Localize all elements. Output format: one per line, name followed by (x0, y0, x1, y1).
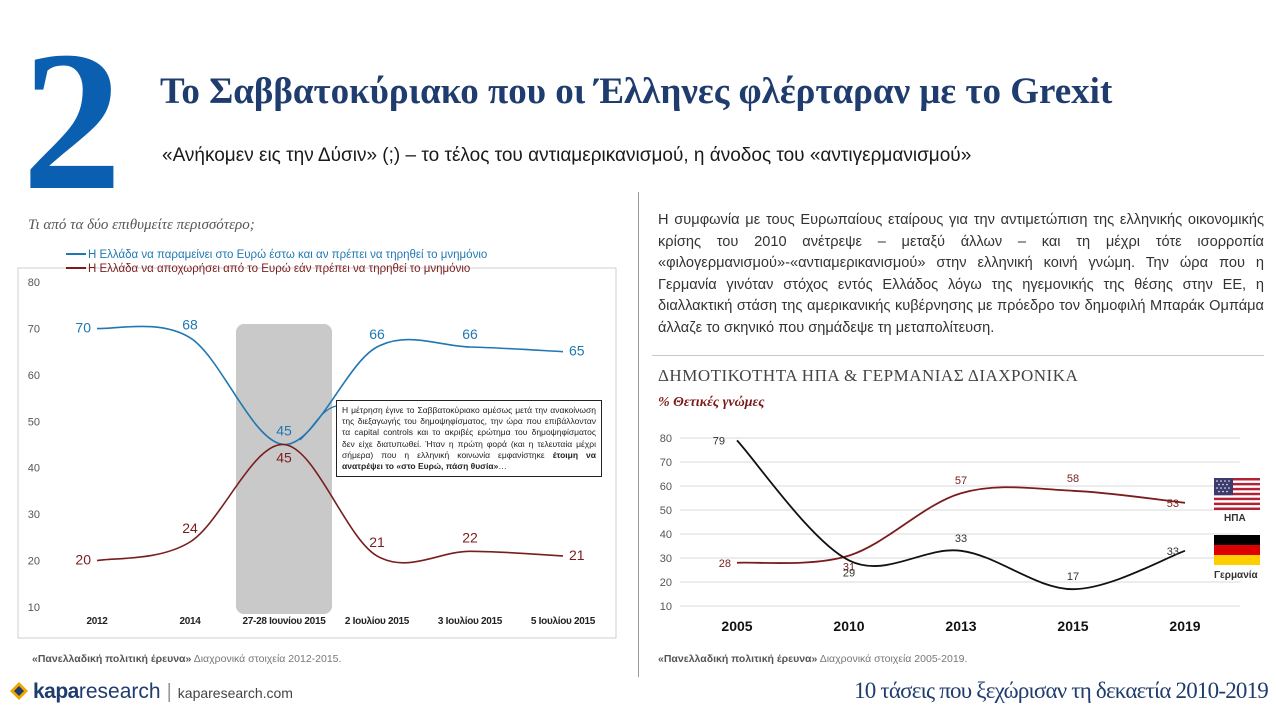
data-label: 33 (1167, 546, 1179, 558)
y-tick-label: 60 (28, 370, 40, 382)
data-label: 65 (569, 343, 585, 359)
x-tick-label: 5 Ιουλίου 2015 (531, 616, 596, 627)
right-chart-title: ΔΗΜΟΤΙΚΟΤΗΤΑ ΗΠΑ & ΓΕΡΜΑΝΙΑΣ ΔΙΑΧΡΟΝΙΚΑ (658, 366, 1079, 385)
data-label: 28 (719, 558, 731, 570)
chart-frame (17, 267, 617, 639)
x-tick-label: 2019 (1169, 618, 1200, 634)
series-line (736, 439, 1186, 591)
data-label: 45 (276, 450, 292, 466)
y-tick-label: 70 (28, 323, 40, 335)
left-line-chart: 10 20 30 40 50 60 70 80 2012 2014 27-28 Ιουνίου 20… (17, 249, 617, 639)
logo-separator: | (166, 681, 172, 703)
section-number: 2 (22, 11, 122, 232)
x-tick-label: 3 Ιουλίου 2015 (438, 616, 503, 627)
x-tick-label: 2005 (721, 618, 752, 634)
y-tick-label: 10 (660, 601, 672, 613)
data-label: 33 (955, 533, 967, 545)
data-label: 20 (75, 552, 91, 568)
company-url-link[interactable]: kaparesearch.com (177, 685, 293, 701)
annotation-tail: … (498, 461, 507, 472)
annotation-text: Η μέτρηση έγινε το Σαββατοκύριακο αμέσως… (342, 405, 596, 460)
series-title: 10 τάσεις που ξεχώρισαν τη δεκαετία 2010… (854, 678, 1269, 703)
page-title: Το Σαββατοκύριακο που οι Έλληνες φλέρταρ… (160, 71, 1113, 112)
y-tick-label: 20 (660, 577, 672, 589)
data-label: 70 (75, 319, 91, 335)
germany-flag-label: Γερμανία (1214, 570, 1258, 581)
data-label: 45 (276, 423, 292, 439)
data-label: 79 (713, 435, 725, 447)
data-label: 57 (955, 475, 967, 487)
chart-annotation: Η μέτρηση έγινε το Σαββατοκύριακο αμέσως… (336, 400, 602, 478)
logo-brand-suffix: research (78, 680, 161, 703)
logo-mark-icon (10, 682, 28, 700)
y-tick-label: 60 (660, 481, 672, 493)
x-tick-label: 2015 (1057, 618, 1088, 634)
x-tick-label: 2012 (86, 616, 108, 627)
y-tick-label: 20 (28, 556, 40, 568)
right-separator (652, 355, 1264, 356)
data-label: 68 (182, 317, 198, 333)
panel-divider (638, 192, 639, 677)
data-label: 21 (569, 547, 585, 563)
x-tick-label: 27-28 Ιουνίου 2015 (243, 616, 327, 627)
left-source-rest: Διαχρονικά στοιχεία 2012-2015. (191, 653, 342, 665)
data-label: 21 (369, 534, 385, 550)
legend-label: Η Ελλάδα να αποχωρήσει από το Ευρώ εάν π… (88, 263, 470, 275)
y-tick-label: 40 (660, 529, 672, 541)
data-label: 22 (462, 529, 478, 545)
right-source-note: «Πανελλαδική πολιτική έρευνα» Διαχρονικά… (658, 653, 967, 665)
page-subtitle: «Ανήκομεν εις την Δύσιν» (;) – το τέλος … (162, 145, 972, 166)
right-source-bold: «Πανελλαδική πολιτική έρευνα» (658, 653, 818, 665)
germany-flag-icon (1214, 535, 1260, 565)
y-tick-label: 80 (660, 433, 672, 445)
annotation-bold: έτοιμη να ανατρέψει το «στο Ευρώ, πάση θ… (342, 449, 597, 472)
left-source-note: «Πανελλαδική πολιτική έρευνα» Διαχρονικά… (32, 653, 341, 665)
data-label: 31 (843, 562, 855, 574)
right-source-rest: Διαχρονικά στοιχεία 2005-2019. (817, 653, 968, 665)
data-label: 58 (1067, 473, 1079, 485)
data-label: 66 (462, 326, 478, 342)
legend-label: Η Ελλάδα να παραμείνει στο Ευρώ έστω και… (88, 249, 487, 261)
right-chart-subtitle: % Θετικές γνώμες (658, 395, 765, 410)
y-tick-label: 80 (28, 277, 40, 289)
y-tick-label: 70 (660, 457, 672, 469)
y-tick-label: 50 (28, 416, 40, 428)
y-tick-label: 30 (28, 509, 40, 521)
data-label: 24 (182, 520, 198, 536)
data-label: 53 (1167, 498, 1179, 510)
y-tick-label: 40 (28, 463, 40, 475)
x-tick-label: 2014 (179, 616, 201, 627)
company-logo[interactable]: kaparesearch | kaparesearch.com (10, 680, 293, 704)
right-line-chart: 10 20 30 40 50 60 70 80 2005 2010 2013 2015 2019 28 31… (660, 433, 1240, 634)
x-tick-label: 2 Ιουλίου 2015 (345, 616, 410, 627)
y-tick-label: 30 (660, 553, 672, 565)
data-label: 29 (843, 567, 855, 579)
usa-flag-label: ΗΠΑ (1224, 513, 1246, 524)
data-label: 66 (369, 326, 385, 342)
data-label: 17 (1067, 571, 1079, 583)
left-chart-question: Τι από τα δύο επιθυμείτε περισσότερο; (28, 217, 255, 233)
logo-brand: kapa (33, 680, 79, 703)
y-tick-label: 10 (28, 602, 40, 614)
usa-flag-icon (1214, 478, 1260, 510)
highlight-band (236, 324, 332, 614)
right-paragraph: Η συμφωνία με τους Ευρωπαίους εταίρους γ… (658, 212, 1264, 336)
x-tick-label: 2010 (833, 618, 864, 634)
left-source-bold: «Πανελλαδική πολιτική έρευνα» (32, 653, 192, 665)
series-line (736, 486, 1186, 565)
annotation-connector (299, 405, 337, 441)
x-tick-label: 2013 (945, 618, 976, 634)
y-tick-label: 50 (660, 505, 672, 517)
series-line (96, 443, 564, 564)
